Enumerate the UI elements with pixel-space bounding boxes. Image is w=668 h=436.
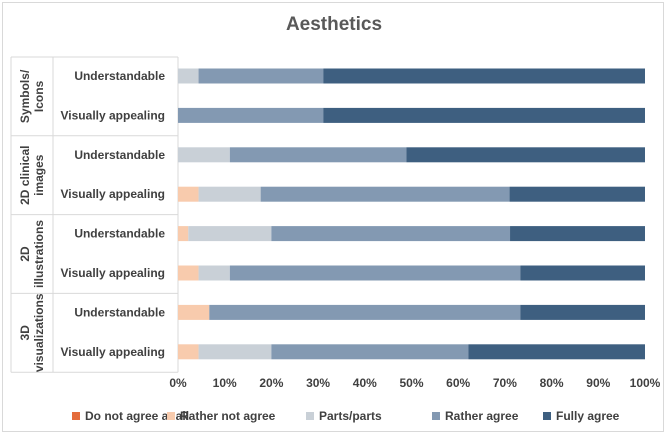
legend-swatch [432,412,440,420]
group-label-line: visualizations [32,293,46,372]
legend-swatch [543,412,551,420]
legend-label: Parts/parts [319,409,382,423]
group-label-line: images [32,154,46,196]
bar-segment [510,226,645,242]
bar-segment [323,68,645,84]
row-label: Visually appealing [61,345,165,359]
chart-title: Aesthetics [285,14,383,35]
x-tick-label: 90% [586,376,610,390]
group-label-line: 2D [18,246,32,262]
row-label: Understandable [74,227,165,241]
group-label-line: 3D [18,325,32,341]
bar-segment [271,226,511,242]
row-label: Understandable [74,305,165,319]
bar-segment [178,226,189,242]
bar-segment [209,304,521,320]
bar-segment [188,226,272,242]
bar-segment [198,265,230,281]
bar-segment [178,344,199,360]
bar-segment [198,68,324,84]
bar-segment [178,304,210,320]
bar-segment [198,186,261,202]
bar-segment [468,344,645,360]
legend-swatch [167,412,175,420]
x-tick-label: 100% [630,376,661,390]
x-tick-label: 30% [306,376,330,390]
bar-segment [520,265,645,281]
group-label: 3Dvisualizations [18,293,46,372]
group-label-line: 2D clinical [18,146,32,205]
group-label: 2Dillustrations [18,220,46,288]
x-tick-label: 20% [259,376,283,390]
x-tick-label: 70% [493,376,517,390]
x-tick-label: 50% [399,376,423,390]
bar-segment [406,147,645,163]
x-tick-label: 10% [213,376,237,390]
bar-segment [198,344,272,360]
group-label-line: Symbols/ [18,69,32,123]
bar-segment [260,186,510,202]
legend-swatch [72,412,80,420]
row-label: Understandable [74,69,165,83]
legend-label: Do not agree at all [85,409,189,423]
bar-segment [229,147,407,163]
row-label: Visually appealing [61,187,165,201]
group-label-line: Icons [32,80,46,112]
bar-segment [229,265,521,281]
bar-segment [509,186,645,202]
bar-segment [178,265,199,281]
bar-segment [178,68,199,84]
bar-segment [520,304,645,320]
bar-segment [271,344,469,360]
legend-swatch [306,412,314,420]
bar-segment [178,186,199,202]
x-tick-label: 0% [169,376,187,390]
row-label: Visually appealing [61,108,165,122]
legend-label: Rather not agree [180,409,276,423]
group-label: Symbols/Icons [18,69,46,123]
group-label: 2D clinicalimages [18,146,46,205]
group-label-line: illustrations [32,220,46,288]
bar-segment [178,107,324,123]
x-tick-label: 60% [446,376,470,390]
legend-label: Fully agree [556,409,620,423]
x-tick-label: 40% [353,376,377,390]
row-label: Understandable [74,148,165,162]
bar-segment [323,107,645,123]
x-tick-label: 80% [540,376,564,390]
legend-label: Rather agree [445,409,519,423]
bar-segment [178,147,230,163]
row-label: Visually appealing [61,266,165,280]
